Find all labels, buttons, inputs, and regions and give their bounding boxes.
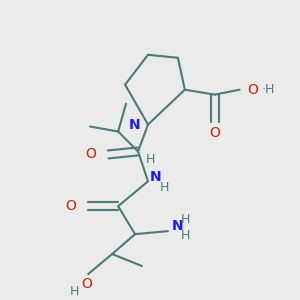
Text: N: N xyxy=(172,219,184,233)
Text: H: H xyxy=(159,181,169,194)
Text: O: O xyxy=(85,147,96,161)
Text: ·H: ·H xyxy=(262,83,275,96)
Text: O: O xyxy=(209,125,220,140)
Text: N: N xyxy=(150,170,162,184)
Text: H: H xyxy=(70,285,79,298)
Text: H: H xyxy=(181,213,190,226)
Text: N: N xyxy=(128,118,140,131)
Text: O: O xyxy=(248,83,259,97)
Text: O: O xyxy=(65,199,76,213)
Text: H: H xyxy=(181,229,190,242)
Text: H: H xyxy=(145,153,155,166)
Text: O: O xyxy=(81,277,92,291)
